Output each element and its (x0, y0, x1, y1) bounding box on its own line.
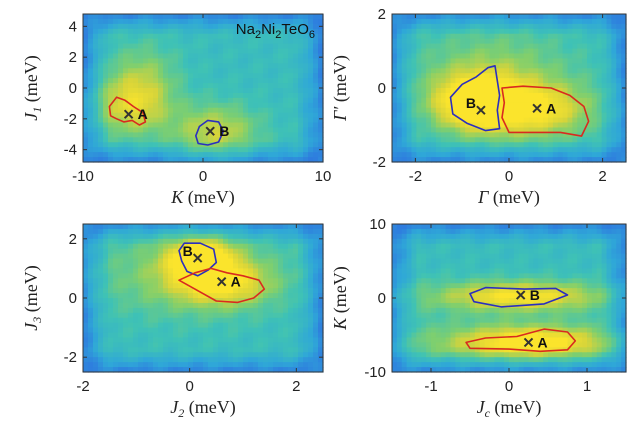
heatmap-top-right (392, 14, 627, 163)
panel-top-right: B A-2 0 220-2Γ (meV)Γ′ (meV) (330, 6, 627, 208)
y-tick-label: 2 (69, 231, 77, 248)
heatmap-bottom-left (83, 224, 324, 373)
x-tick-label: 0 (185, 378, 193, 395)
x-axis-subscript: 2 (178, 406, 184, 420)
y-axis-unit: (meV) (21, 265, 42, 316)
point-marker-B (476, 105, 486, 115)
compound-sub2: 2 (275, 29, 281, 41)
y-tick-label: 4 (69, 18, 77, 35)
y-axis-symbol: K (330, 317, 350, 331)
x-tick-label: -2 (409, 168, 422, 185)
x-tick-label: 0 (199, 168, 207, 185)
point-label-B: B (183, 243, 193, 259)
x-tick-label: 10 (315, 168, 332, 185)
x-axis-label: Γ (meV) (477, 187, 540, 208)
x-axis-label: Jc (meV) (477, 397, 542, 420)
x-axis-subscript: c (485, 406, 491, 420)
point-marker-B (205, 126, 215, 136)
point-label-A: A (538, 334, 548, 350)
x-axis-label: J2 (meV) (170, 397, 235, 420)
y-axis-label: J3 (meV) (21, 265, 44, 330)
point-label-A: A (138, 106, 148, 122)
contour-A (465, 328, 577, 353)
y-axis-symbol: J (21, 112, 41, 121)
x-axis-symbol: J (477, 397, 486, 417)
x-axis-unit: (meV) (183, 187, 234, 208)
point-label-A: A (231, 274, 241, 290)
compound-mid2: TeO (281, 21, 309, 38)
x-axis-symbol: K (170, 187, 184, 207)
x-tick-label: 0 (505, 168, 513, 185)
x-axis-label: K (meV) (170, 187, 235, 208)
panel-bottom-left: BA-2 0 220-2J2 (meV)J3 (meV) (21, 223, 324, 420)
y-tick-label: 2 (378, 6, 386, 23)
point-marker-A (216, 277, 227, 287)
x-tick-label: 2 (292, 378, 300, 395)
compound-mid1: Ni (261, 21, 275, 38)
y-axis-symbol: J (21, 322, 41, 331)
point-label-A: A (546, 100, 556, 116)
x-tick-label: -1 (424, 378, 437, 395)
x-tick-label: -2 (76, 378, 89, 395)
x-tick-label: 2 (598, 168, 606, 185)
x-axis-symbol: J (170, 397, 179, 417)
point-marker-A (523, 337, 534, 348)
y-axis-unit: (meV) (330, 266, 351, 317)
y-tick-label: -10 (364, 364, 386, 381)
y-axis-label: J1 (meV) (21, 55, 44, 120)
heatmap-bottom-right (392, 224, 627, 373)
compound-sub1: 2 (255, 29, 261, 41)
heatmap-top-left (83, 14, 324, 163)
x-axis-symbol: Γ (477, 187, 489, 207)
y-axis-subscript: 1 (30, 107, 44, 113)
x-axis-unit: (meV) (184, 397, 235, 418)
y-axis-unit: (meV) (330, 55, 351, 106)
compound-sub3: 6 (309, 29, 315, 41)
y-tick-label: 0 (69, 290, 77, 307)
x-tick-label: 1 (583, 378, 591, 395)
point-label-B: B (219, 123, 229, 139)
y-tick-label: -2 (373, 154, 386, 171)
y-tick-label: 0 (69, 80, 77, 97)
y-axis-unit: (meV) (21, 55, 42, 106)
contour-B (178, 242, 218, 277)
point-marker-A (532, 103, 542, 114)
point-label-B: B (530, 287, 540, 303)
y-axis-label: K (meV) (330, 266, 351, 331)
point-marker-B (192, 253, 203, 263)
point-label-B: B (466, 95, 476, 111)
point-marker-A (123, 109, 134, 119)
y-tick-label: -2 (64, 111, 77, 128)
y-tick-label: 0 (378, 80, 386, 97)
y-axis-subscript: 3 (30, 317, 44, 324)
point-marker-B (515, 290, 526, 300)
y-tick-label: -2 (64, 349, 77, 366)
contour-A (108, 96, 147, 126)
x-axis-unit: (meV) (490, 397, 541, 418)
contour-A (501, 85, 590, 137)
compound-label: Na2Ni2TeO6 (236, 21, 315, 41)
y-axis-label: Γ′ (meV) (330, 55, 351, 122)
y-axis-symbol: Γ′ (330, 106, 350, 122)
x-tick-label: 0 (505, 378, 513, 395)
contour-B (195, 119, 225, 146)
contour-B (469, 286, 569, 308)
y-tick-label: -4 (64, 142, 77, 159)
y-tick-label: 10 (369, 216, 386, 233)
x-axis-unit: (meV) (488, 187, 539, 208)
y-tick-label: 2 (69, 49, 77, 66)
contour-B (449, 65, 501, 132)
compound-main: Na (236, 21, 256, 38)
y-tick-label: 0 (378, 290, 386, 307)
x-tick-label: -10 (72, 168, 94, 185)
contour-A (178, 267, 266, 304)
